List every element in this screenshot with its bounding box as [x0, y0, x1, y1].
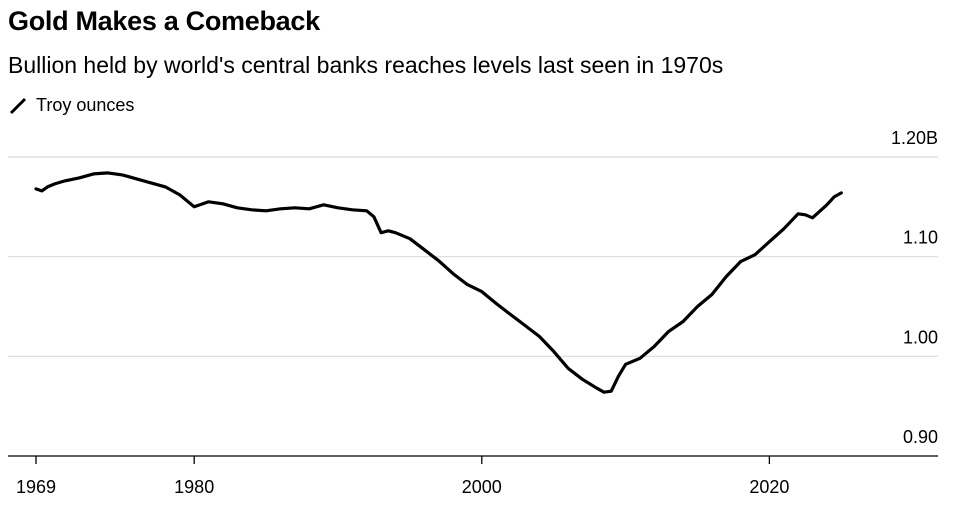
- y-tick-label: 1.10: [903, 228, 938, 248]
- series-line: [34, 171, 843, 394]
- y-tick-label: 1.20B: [891, 128, 938, 148]
- x-tick-label: 2020: [749, 477, 789, 497]
- x-tick-label: 2000: [462, 477, 502, 497]
- x-tick-label: 1980: [174, 477, 214, 497]
- y-tick-label: 0.90: [903, 427, 938, 447]
- y-axis-labels: 1.20B 1.10 1.00 0.90: [891, 128, 938, 447]
- y-tick-label: 1.00: [903, 327, 938, 347]
- x-tick-label: 1969: [16, 477, 56, 497]
- chart-title: Gold Makes a Comeback: [8, 6, 320, 36]
- series-group: [34, 171, 843, 394]
- legend-label: Troy ounces: [36, 95, 135, 115]
- line-swatch-icon: [9, 97, 27, 114]
- x-axis: 1969 1980 2000 2020: [8, 455, 938, 497]
- gridlines: [8, 156, 938, 357]
- chart-subtitle: Bullion held by world's central banks re…: [8, 52, 724, 78]
- legend: Troy ounces: [8, 95, 134, 116]
